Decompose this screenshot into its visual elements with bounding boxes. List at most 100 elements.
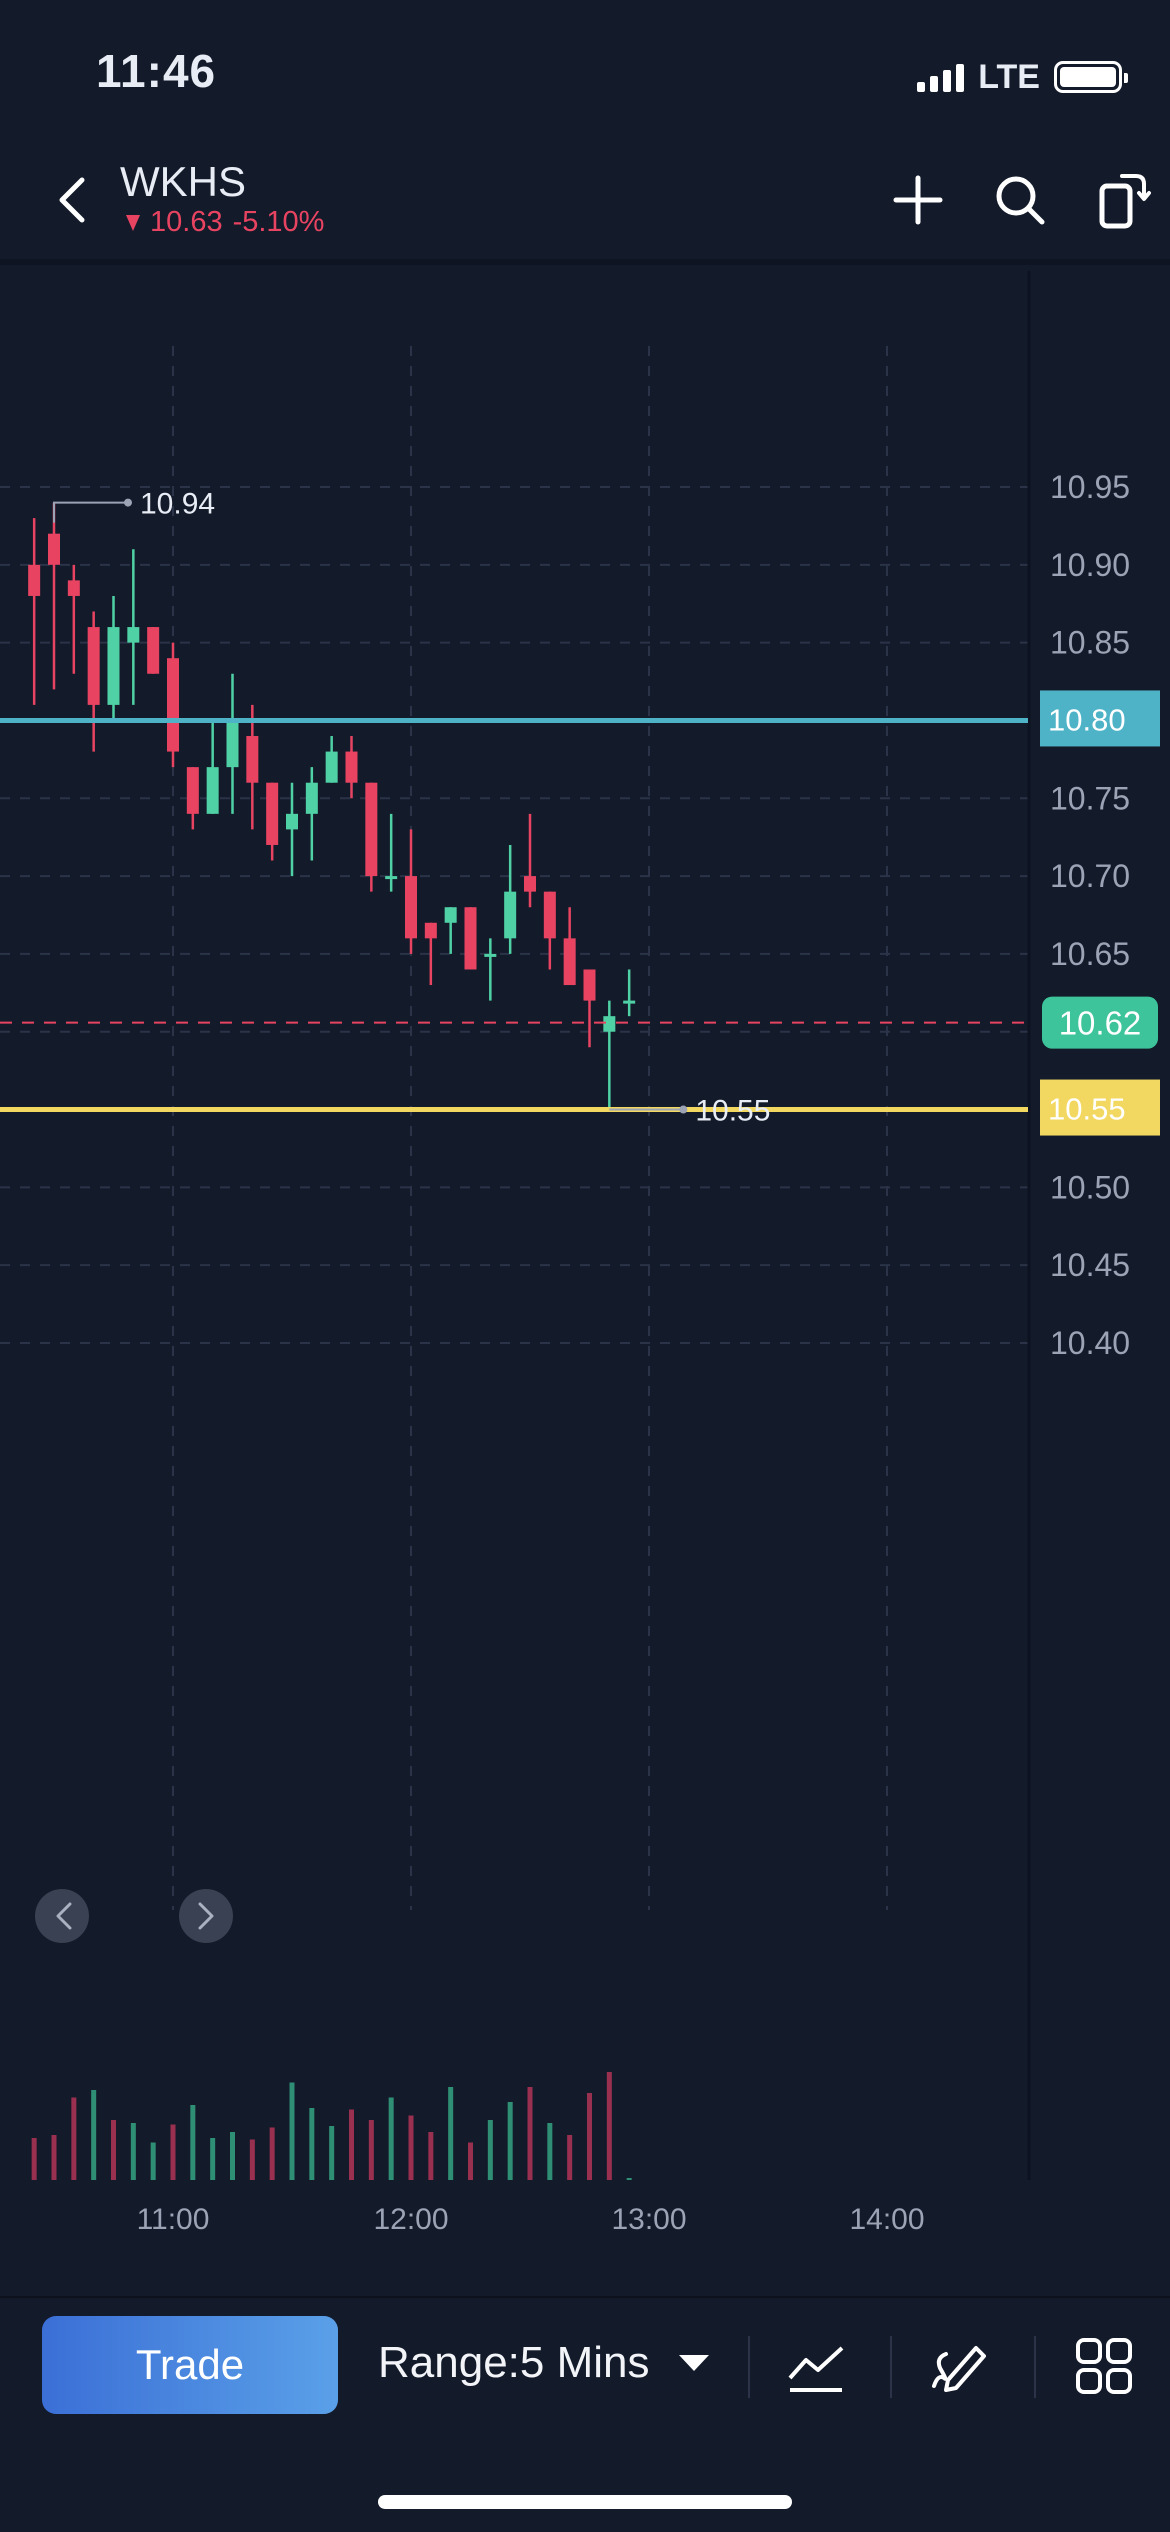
volume-bar — [31, 2138, 37, 2180]
volume-bar — [210, 2138, 216, 2180]
candle-body — [305, 782, 318, 814]
volume-bar — [91, 2090, 97, 2180]
x-tick-label: 11:00 — [137, 2203, 210, 2236]
toolbar-divider — [1034, 2336, 1036, 2398]
high-marker-label: 10.94 — [140, 488, 215, 521]
candle-body — [464, 907, 477, 970]
candle-body — [266, 782, 279, 845]
low-marker-label: 10.55 — [695, 1095, 770, 1128]
candle-body — [484, 953, 497, 957]
signal-icon — [917, 62, 965, 92]
y-tick-label: 10.90 — [1050, 547, 1130, 583]
candle-body — [48, 533, 60, 565]
chevron-down-icon — [679, 2355, 710, 2371]
price-level-tag — [1040, 690, 1160, 747]
candle-body — [286, 813, 298, 830]
candle-body — [583, 969, 596, 1001]
candle-body — [504, 891, 517, 939]
last-price: 10.63 — [150, 206, 223, 238]
add-watchlist-button[interactable] — [886, 168, 950, 232]
volume-bar — [71, 2097, 77, 2180]
y-tick-label: 10.95 — [1050, 469, 1130, 505]
candle-body — [127, 627, 140, 643]
candle-body — [107, 627, 120, 705]
y-tick-label: 10.45 — [1050, 1247, 1130, 1283]
scroll-left-button[interactable] — [35, 1889, 89, 1943]
volume-bar — [249, 2139, 255, 2180]
volume-bar — [388, 2097, 394, 2180]
rotate-button[interactable] — [1090, 168, 1154, 232]
candle-body — [67, 580, 80, 596]
price-level-label: 10.80 — [1048, 702, 1126, 737]
ticker-symbol: WKHS — [120, 158, 246, 205]
candle-body — [345, 751, 358, 783]
indicator-icon — [788, 2346, 844, 2392]
y-tick-label: 10.85 — [1050, 625, 1130, 661]
price-chart[interactable]: 10.9510.9010.8510.8010.7510.7010.6510.60… — [0, 271, 1170, 2295]
candle-body — [444, 907, 457, 923]
candle-body — [147, 627, 160, 674]
toolbar-divider — [890, 2336, 892, 2398]
volume-bar — [111, 2120, 116, 2180]
home-indicator[interactable] — [378, 2495, 792, 2509]
search-icon — [996, 176, 1045, 225]
percent-change: -5.10% — [232, 206, 325, 238]
header: WKHS 10.63 -5.10% — [0, 140, 1170, 265]
plus-icon — [893, 175, 943, 225]
range-label: Range:5 Mins — [378, 2338, 650, 2387]
volume-bar — [349, 2109, 354, 2180]
candle-body — [28, 564, 41, 596]
volume-bar — [150, 2142, 156, 2180]
trade-button[interactable]: Trade — [42, 2316, 338, 2414]
status-time: 11:46 — [96, 45, 217, 97]
candle-body — [385, 876, 398, 880]
volume-bar — [309, 2108, 315, 2180]
volume-bar — [368, 2120, 374, 2180]
scroll-right-button[interactable] — [179, 1889, 233, 1943]
current-price-label: 10.62 — [1059, 1005, 1142, 1042]
volume-bar — [230, 2132, 235, 2180]
bottom-toolbar: Trade Range:5 Mins — [0, 2296, 1170, 2532]
volume-bar — [567, 2135, 573, 2180]
indicator-button[interactable] — [784, 2334, 848, 2398]
y-tick-label: 10.50 — [1050, 1169, 1130, 1205]
volume-bar — [170, 2124, 176, 2180]
status-indicators: LTE — [917, 52, 1128, 102]
x-tick-label: 12:00 — [373, 2203, 448, 2236]
battery-icon — [1054, 61, 1128, 93]
scroll-left-icon — [56, 1902, 72, 1930]
volume-bar — [626, 2178, 632, 2180]
toolbar-divider — [748, 2336, 750, 2398]
y-tick-label: 10.75 — [1050, 780, 1130, 816]
current-price-tag — [1042, 996, 1158, 1049]
range-selector[interactable]: Range:5 Mins — [378, 2338, 710, 2388]
volume-bar — [51, 2135, 57, 2180]
candle-body — [543, 891, 556, 939]
candle-body — [167, 658, 179, 752]
candle-body — [424, 922, 437, 939]
draw-icon — [932, 2346, 986, 2392]
volume-bar — [130, 2123, 136, 2180]
candle-body — [206, 767, 219, 814]
search-button[interactable] — [988, 168, 1052, 232]
candle-body — [405, 876, 417, 939]
volume-bar — [289, 2082, 295, 2180]
layout-button[interactable] — [1072, 2334, 1136, 2398]
y-tick-label: 10.70 — [1050, 858, 1130, 894]
down-arrow-icon — [126, 214, 140, 231]
price-change: 10.63 -5.10% — [126, 206, 324, 239]
status-bar: 11:46 LTE — [0, 0, 1170, 140]
candle-body — [246, 736, 259, 783]
draw-button[interactable] — [928, 2334, 992, 2398]
high-marker-dot — [124, 498, 132, 507]
candlestick-chart[interactable]: 10.9510.9010.8510.8010.7510.7010.6510.60… — [0, 271, 1170, 2295]
volume-bar — [408, 2115, 414, 2180]
x-tick-label: 14:00 — [849, 2203, 924, 2236]
grid-icon — [1076, 2338, 1132, 2394]
volume-bar — [507, 2102, 513, 2180]
high-marker-line — [53, 501, 126, 523]
candle-body — [365, 782, 378, 877]
scroll-right-icon — [198, 1902, 214, 1930]
price-level-tag — [1040, 1079, 1160, 1136]
back-button[interactable] — [44, 170, 104, 230]
